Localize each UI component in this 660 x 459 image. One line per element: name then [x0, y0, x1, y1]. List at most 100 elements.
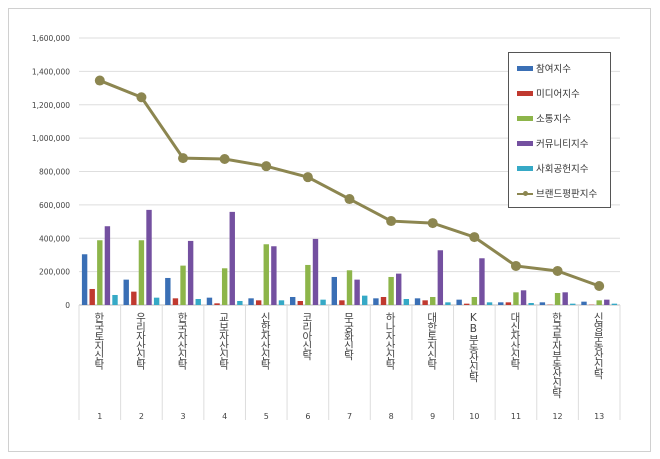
- category-number: 3: [180, 412, 186, 421]
- legend-swatch: [517, 115, 533, 121]
- bar-2: [422, 300, 428, 305]
- bar-5: [403, 298, 410, 305]
- bar-2: [464, 303, 470, 305]
- category-label: 한국투자부동산신탁: [550, 312, 563, 398]
- bar-5: [153, 297, 160, 305]
- y-tick-label: 0: [65, 301, 70, 310]
- bar-5: [528, 302, 534, 305]
- y-tick-label: 200,000: [39, 268, 70, 277]
- y-tick-label: 1,400,000: [32, 67, 70, 76]
- brand-reputation-point: [94, 75, 105, 86]
- category-label: 신영부동산신탁: [592, 312, 605, 379]
- bar-5: [112, 294, 118, 305]
- bar-5: [320, 299, 326, 305]
- bar-3: [305, 264, 311, 305]
- bar-4: [604, 299, 610, 305]
- bar-2: [380, 296, 387, 305]
- category-label: 한국자산신탁: [176, 312, 189, 369]
- bar-5: [486, 302, 493, 305]
- bar-3: [221, 268, 228, 305]
- bar-2: [505, 302, 512, 305]
- bar-5: [195, 298, 201, 305]
- bar-2: [172, 298, 179, 305]
- bar-3: [513, 292, 519, 305]
- category-label: 하나자산신탁: [384, 312, 397, 369]
- y-tick-label: 600,000: [39, 201, 70, 210]
- brand-reputation-point: [219, 153, 230, 164]
- bar-2: [214, 303, 220, 305]
- brand-reputation-point: [178, 153, 189, 164]
- bar-1: [456, 299, 462, 305]
- bar-2: [297, 300, 303, 305]
- legend-label: 참여지수: [536, 64, 571, 75]
- legend-item-media: 미디어지수: [517, 86, 580, 100]
- bar-3: [138, 240, 145, 305]
- y-tick-label: 400,000: [39, 234, 70, 243]
- category-number: 6: [305, 412, 311, 421]
- category-number: 5: [263, 412, 269, 421]
- y-tick-label: 800,000: [39, 168, 70, 177]
- legend-label: 소통지수: [536, 114, 571, 125]
- bar-1: [206, 297, 213, 305]
- chart-frame: [8, 8, 651, 452]
- bar-2: [131, 291, 137, 305]
- bar-4: [312, 238, 319, 305]
- bar-3: [471, 296, 478, 305]
- bar-1: [581, 301, 587, 305]
- bar-1: [289, 296, 296, 305]
- bar-3: [430, 296, 436, 305]
- bar-3: [388, 276, 394, 305]
- category-label: 교보자산신탁: [217, 312, 230, 369]
- bar-1: [81, 254, 88, 305]
- legend-item-participation: 참여지수: [517, 61, 571, 75]
- bar-3: [97, 240, 103, 305]
- brand-reputation-point: [302, 172, 313, 183]
- category-label: 대한토지신탁: [425, 312, 438, 369]
- legend-swatch: [517, 65, 533, 71]
- bar-4: [396, 273, 402, 305]
- bar-5: [237, 300, 243, 305]
- category-label: 대신자산신탁: [508, 312, 521, 369]
- bar-4: [229, 211, 235, 305]
- legend-label: 커뮤니티지수: [536, 139, 589, 150]
- bar-3: [180, 265, 186, 305]
- bar-3: [596, 300, 602, 305]
- category-number: 2: [138, 412, 144, 421]
- legend-item-community: 커뮤니티지수: [517, 136, 588, 150]
- bar-3: [263, 244, 269, 305]
- brand-reputation-point: [427, 218, 438, 229]
- category-label: KB부동산신탁: [467, 312, 480, 382]
- brand-reputation-point: [469, 232, 480, 243]
- category-label: 우리자산신탁: [134, 312, 147, 369]
- bar-4: [104, 226, 111, 305]
- legend-line-marker-icon: [517, 190, 533, 196]
- category-label: 한국토지신탁: [92, 312, 105, 369]
- bar-1: [248, 298, 254, 305]
- legend-item-communication: 소통지수: [517, 111, 571, 125]
- bar-4: [354, 279, 360, 305]
- brand-reputation-point: [552, 265, 563, 276]
- bar-3: [554, 292, 561, 305]
- legend-label: 미디어지수: [536, 89, 580, 100]
- category-number: 4: [222, 412, 228, 421]
- legend-item-brand-reputation: 브랜드평판지수: [517, 186, 597, 200]
- bar-1: [498, 302, 504, 305]
- y-tick-label: 1,000,000: [32, 134, 70, 143]
- brand-reputation-point: [136, 92, 147, 103]
- category-number: 10: [469, 412, 480, 421]
- bar-5: [445, 302, 451, 305]
- legend-label: 브랜드평판지수: [536, 189, 598, 200]
- category-number: 11: [510, 412, 522, 421]
- bar-2: [339, 300, 345, 305]
- category-number: 8: [388, 412, 394, 421]
- legend-swatch: [517, 90, 533, 96]
- category-number: 9: [430, 412, 436, 421]
- category-number: 12: [552, 412, 563, 421]
- bar-1: [373, 298, 379, 305]
- bar-4: [479, 258, 485, 305]
- category-number: 7: [346, 412, 353, 421]
- bar-5: [362, 295, 368, 305]
- category-label: 신한자산신탁: [259, 312, 272, 369]
- brand-reputation-point: [510, 260, 521, 271]
- bar-3: [346, 270, 353, 305]
